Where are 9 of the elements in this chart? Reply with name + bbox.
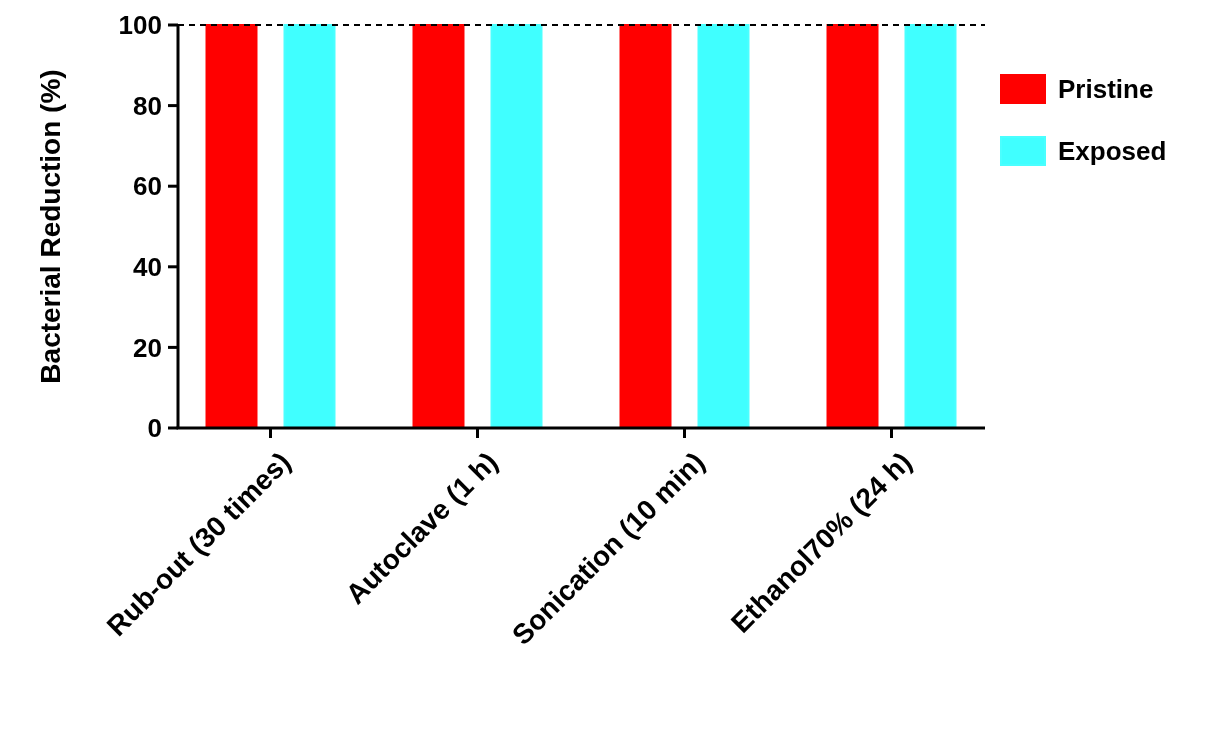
y-tick-label: 80 xyxy=(133,90,162,121)
legend-label: Pristine xyxy=(1058,74,1154,105)
y-tick-label: 20 xyxy=(133,332,162,363)
y-tick-label: 60 xyxy=(133,171,162,202)
legend-label: Exposed xyxy=(1058,136,1167,167)
y-axis-title: Bacterial Reduction (%) xyxy=(35,69,66,384)
y-tick-label: 40 xyxy=(133,251,162,282)
y-tick-label: 100 xyxy=(118,10,162,41)
y-tick-label: 0 xyxy=(147,413,162,444)
